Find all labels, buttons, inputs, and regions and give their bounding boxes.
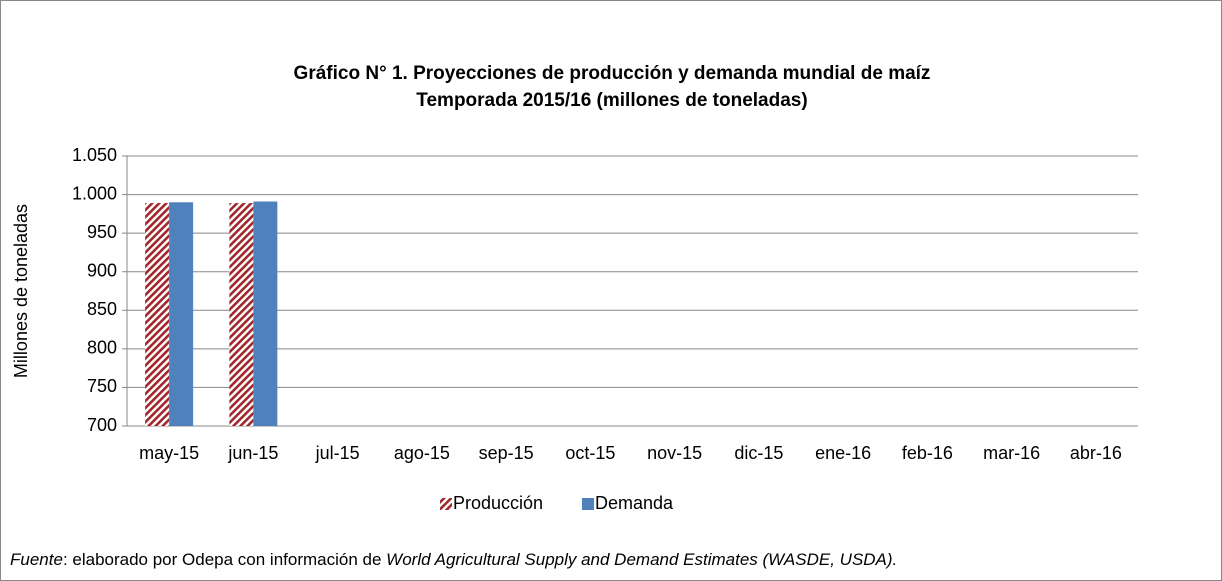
bar (229, 203, 254, 426)
x-tick-label: may-15 (139, 443, 199, 463)
source-text: : elaborado por Odepa con información de (63, 550, 386, 569)
x-tick-label: ago-15 (394, 443, 450, 463)
source-italic: World Agricultural Supply and Demand Est… (386, 550, 897, 569)
x-tick-label: nov-15 (647, 443, 702, 463)
y-tick-label: 700 (87, 415, 117, 435)
bar (145, 203, 170, 426)
x-tick-label: feb-16 (902, 443, 953, 463)
x-tick-label: sep-15 (479, 443, 534, 463)
chart-title: Temporada 2015/16 (millones de toneladas… (416, 90, 807, 111)
y-tick-label: 750 (87, 376, 117, 396)
legend-label: Demanda (595, 493, 674, 513)
x-tick-label: oct-15 (565, 443, 615, 463)
x-tick-label: jul-15 (315, 443, 360, 463)
y-tick-label: 850 (87, 299, 117, 319)
legend-swatch (582, 498, 594, 510)
y-tick-label: 950 (87, 222, 117, 242)
x-tick-label: abr-16 (1070, 443, 1122, 463)
y-axis-label: Millones de toneladas (11, 204, 31, 378)
x-tick-label: ene-16 (815, 443, 871, 463)
source-label: Fuente (10, 550, 63, 569)
y-tick-label: 800 (87, 338, 117, 358)
x-tick-label: mar-16 (983, 443, 1040, 463)
legend-label: Producción (453, 493, 543, 513)
y-tick-label: 1.050 (72, 145, 117, 165)
y-tick-label: 1.000 (72, 183, 117, 203)
source: Fuente: elaborado por Odepa con informac… (10, 550, 897, 569)
chart-title: Gráfico N° 1. Proyecciones de producción… (294, 63, 931, 84)
legend-swatch (440, 498, 452, 510)
bar (253, 201, 278, 426)
x-tick-label: jun-15 (227, 443, 278, 463)
bar (169, 202, 194, 426)
y-tick-label: 900 (87, 260, 117, 280)
x-tick-label: dic-15 (734, 443, 783, 463)
